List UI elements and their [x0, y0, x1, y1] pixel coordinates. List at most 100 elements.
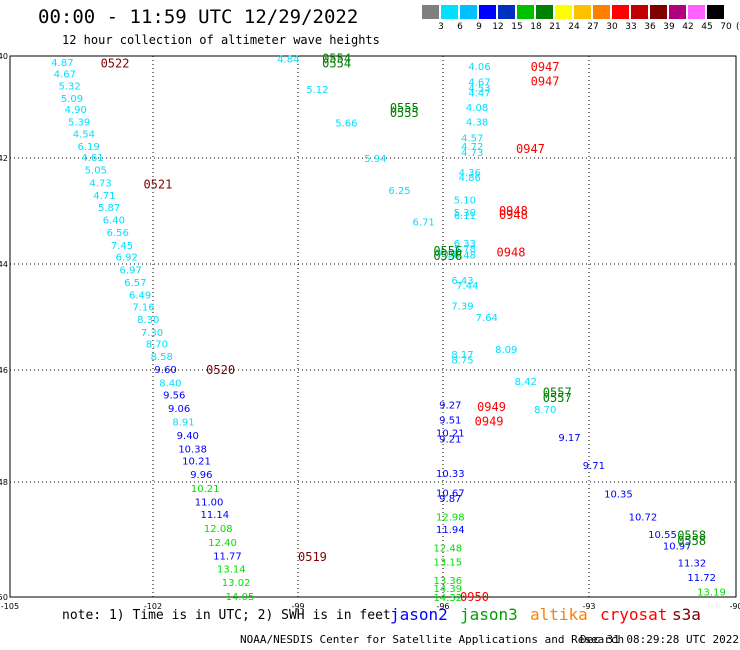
wave-height-label: 4.61: [81, 153, 103, 164]
wave-height-label: 8.17: [451, 350, 473, 361]
wave-height-label: 5.32: [58, 82, 80, 93]
y-tick-label: -46: [0, 366, 8, 375]
colorbar-swatch: [631, 5, 648, 19]
y-tick-label: -44: [0, 260, 8, 269]
wave-height-label: 5.10: [454, 195, 476, 206]
wave-height-label: 9.87: [439, 494, 461, 505]
footer-credit: NOAA/NESDIS Center for Satellite Applica…: [240, 633, 625, 646]
pass-time-label: 0522: [101, 57, 130, 71]
pass-time-label: 0557: [543, 385, 572, 399]
pass-time-label: 0558: [677, 528, 706, 542]
x-tick-label: -99: [291, 602, 304, 611]
pass-time-label: 0556: [433, 244, 462, 258]
pass-time-label: 0555: [390, 101, 419, 115]
wave-height-label: 8.40: [159, 378, 181, 389]
colorbar-level-label: 6: [457, 22, 463, 32]
wave-height-label: 5.39: [68, 117, 90, 128]
pass-time-label: 0948: [497, 245, 526, 259]
wave-height-label: 6.49: [129, 291, 151, 302]
wave-height-label: 12.48: [434, 544, 463, 555]
wave-height-label: 9.21: [439, 434, 461, 445]
wave-height-label: 11.72: [687, 573, 716, 584]
footer-timestamp: Dec 31 08:29:28 UTC 2022: [580, 633, 739, 646]
plot-grid: [10, 56, 736, 597]
plot-axes: -105 -102 -99 -96 -93 -90 -40 -42 -44 -46 -48 -50: [0, 52, 740, 611]
pass-time-label: 0556: [433, 249, 462, 263]
colorbar-level-label: 70: [720, 22, 732, 32]
wave-height-label: 5.05: [85, 166, 107, 177]
colorbar-unit: (ft): [736, 22, 740, 32]
wave-height-label: 8.42: [515, 377, 537, 388]
pass-time-label: 0950: [460, 590, 489, 604]
y-tick-label: -48: [0, 478, 8, 487]
wave-height-label: 9.96: [190, 470, 212, 481]
wave-height-label: 4.57: [461, 134, 483, 145]
pass-time-label: 0521: [143, 178, 172, 192]
satellite-jason2: jason2: [390, 605, 448, 624]
wave-height-label: 4.67: [54, 69, 76, 80]
colorbar-swatch: [669, 5, 686, 19]
colorbar-swatch: [422, 5, 439, 19]
wave-height-label: 7.30: [141, 328, 163, 339]
satellite-altika: altika: [530, 605, 588, 624]
wave-height-label: 6.92: [116, 253, 138, 264]
x-tick-label: -102: [144, 602, 162, 611]
colorbar-level-label: 42: [682, 22, 694, 32]
wave-height-label: 10.55: [648, 530, 677, 541]
wave-height-label: 6.57: [124, 278, 146, 289]
wave-height-label: 10.72: [629, 513, 658, 524]
colorbar-level-label: 27: [587, 22, 599, 32]
colorbar-level-label: 15: [511, 22, 523, 32]
colorbar-swatch: [612, 5, 629, 19]
wave-height-label: 9.71: [583, 461, 605, 472]
wave-height-label: 6.48: [454, 250, 476, 261]
wave-height-label: 6.19: [78, 142, 100, 153]
pass-time-label: 0948: [499, 204, 528, 218]
pass-time-label: 0949: [475, 415, 504, 429]
note-text: note: 1) Time is in UTC; 2) SWH is in fe…: [62, 608, 391, 623]
colorbar-swatch: [441, 5, 458, 19]
colorbar-swatch: [460, 5, 477, 19]
colorbar-swatch: [707, 5, 724, 19]
pass-time-label: 0558: [677, 534, 706, 548]
wave-height-label: 12.40: [208, 538, 237, 549]
wave-height-label: 9.27: [439, 401, 461, 412]
wave-height-label: 12.98: [436, 513, 465, 524]
wave-height-label: 4.47: [468, 89, 490, 100]
pass-time-label: 0947: [516, 142, 545, 156]
colorbar-level-label: 33: [625, 22, 637, 32]
colorbar-level-label: 24: [568, 22, 580, 32]
wave-height-label: 8.58: [151, 352, 173, 363]
wave-height-label: 11.00: [195, 498, 224, 509]
wave-height-label: 4.54: [73, 130, 95, 141]
x-tick-label: -90: [729, 602, 740, 611]
wave-height-label: 6.97: [119, 265, 141, 276]
wave-height-label: 4.90: [65, 105, 87, 116]
wave-height-label: 10.33: [436, 469, 465, 480]
wave-height-label: 7.64: [476, 313, 498, 324]
wave-height-label: 6.33: [454, 239, 476, 250]
wave-height-label: 5.30: [454, 208, 476, 219]
data-points: 4.874.675.325.094.905.394.546.194.615.05…: [51, 55, 726, 604]
wave-height-label: 7.08: [437, 249, 459, 260]
colorbar-swatch: [574, 5, 591, 19]
wave-height-label: 13.19: [697, 587, 726, 598]
wave-height-label: 9.06: [168, 404, 190, 415]
colorbar-level-label: 39: [663, 22, 675, 32]
wave-height-label: 8.75: [451, 355, 473, 366]
colorbar-level-label: 18: [530, 22, 542, 32]
colorbar-swatch: [688, 5, 705, 19]
wave-height-label: 4.08: [466, 103, 488, 114]
chart-title: 00:00 - 11:59 UTC 12/29/2022: [38, 6, 359, 28]
wave-height-label: 7.44: [456, 281, 478, 292]
wave-height-label: 4.71: [93, 191, 115, 202]
pass-time-label: 0947: [531, 60, 560, 74]
wave-height-label: 6.56: [107, 228, 129, 239]
satellite-jason3: jason3: [460, 605, 518, 624]
y-tick-label: -50: [0, 593, 8, 602]
plot-frame: [9, 55, 737, 598]
wave-height-label: 11.32: [678, 559, 707, 570]
pass-time-label: 0520: [206, 363, 235, 377]
wave-height-label: 9.56: [163, 391, 185, 402]
wave-height-label: 4.73: [461, 148, 483, 159]
